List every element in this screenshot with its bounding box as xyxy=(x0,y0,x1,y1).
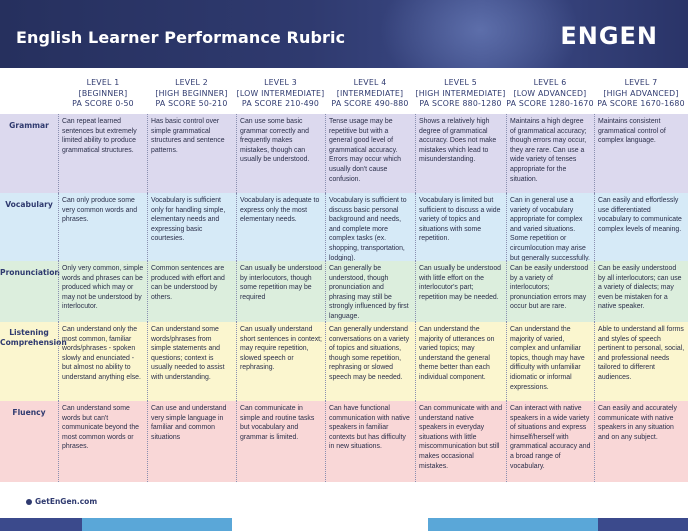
page-title: English Learner Performance Rubric xyxy=(16,28,346,47)
rubric-cell: Can understand the majority of varied, c… xyxy=(506,322,594,401)
rubric-row-pronunciation: Pronunciation Only very common, simple w… xyxy=(0,261,688,322)
rubric-cell: Able to understand all forms and styles … xyxy=(594,322,688,401)
rubric-cell: Can understand some words/phrases from s… xyxy=(147,322,236,401)
engen-logo: ENGEN xyxy=(560,22,658,50)
level-3-header: LEVEL 3 [LOW INTERMEDIATE] PA SCORE 210-… xyxy=(236,78,325,116)
level-name: LEVEL 3 xyxy=(264,78,297,87)
rubric-cell: Maintains consistent grammatical control… xyxy=(594,114,688,193)
level-tier: [HIGH ADVANCED] xyxy=(603,88,679,98)
level-tier: [BEGINNER] xyxy=(78,88,128,98)
level-score: PA SCORE 880-1280 xyxy=(419,99,502,108)
rubric-cell: Can communicate with and understand nati… xyxy=(415,401,506,482)
row-label-line: Listening xyxy=(9,328,49,337)
row-label-pronunciation: Pronunciation xyxy=(0,268,60,277)
level-name: LEVEL 7 xyxy=(624,78,658,87)
level-name: LEVEL 2 xyxy=(175,78,208,87)
rubric-row-vocabulary: Vocabulary Can only produce some very co… xyxy=(0,193,688,261)
rubric-cell: Only very common, simple words and phras… xyxy=(58,261,147,322)
level-score: PA SCORE 50-210 xyxy=(155,99,228,108)
rubric-cell: Has basic control over simple grammatica… xyxy=(147,114,236,193)
footer-stripe xyxy=(232,518,428,531)
row-label-listening: Listening Comprehension xyxy=(0,328,67,348)
website-link[interactable]: GetEnGen.com xyxy=(26,497,97,506)
rubric-cell: Can understand the majority of utterance… xyxy=(415,322,506,401)
rubric-cell: Can only produce some very common words … xyxy=(58,193,147,261)
rubric-cell: Common sentences are produced with effor… xyxy=(147,261,236,322)
level-5-header: LEVEL 5 [HIGH INTERMEDIATE] PA SCORE 880… xyxy=(415,78,506,116)
rubric-cell: Vocabulary is limited but sufficient to … xyxy=(415,193,506,261)
rubric-cell: Vocabulary is sufficient to discuss basi… xyxy=(325,193,415,261)
level-score: PA SCORE 1670-1680 xyxy=(597,99,685,108)
rubric-cell: Can communicate in simple and routine ta… xyxy=(236,401,325,482)
rubric-cell: Vocabulary is adequate to express only t… xyxy=(236,193,325,261)
level-name: LEVEL 5 xyxy=(444,78,477,87)
rubric-cell: Can be easily understood by all interloc… xyxy=(594,261,688,322)
logo-part-en: EN xyxy=(560,22,599,50)
level-score: PA SCORE 0-50 xyxy=(72,99,134,108)
rubric-row-listening: Listening Comprehension Can understand o… xyxy=(0,322,688,401)
rubric-cell: Tense usage may be repetitive but with a… xyxy=(325,114,415,193)
rubric-cell: Can generally understand conversations o… xyxy=(325,322,415,401)
level-6-header: LEVEL 6 [LOW ADVANCED] PA SCORE 1280-167… xyxy=(506,78,594,116)
rubric-cell: Can repeat learned sentences but extreme… xyxy=(58,114,147,193)
rubric-row-fluency: Fluency Can understand some words but ca… xyxy=(0,401,688,482)
row-label-vocabulary: Vocabulary xyxy=(5,200,53,209)
rubric-cell: Can usually be understood by interlocuto… xyxy=(236,261,325,322)
level-score: PA SCORE 210-490 xyxy=(241,99,320,108)
rubric-cell: Can in general use a variety of vocabula… xyxy=(506,193,594,261)
level-name: LEVEL 4 xyxy=(353,78,387,87)
rubric-cell: Shows a relatively high degree of gramma… xyxy=(415,114,506,193)
rubric-cell: Can understand only the most common, fam… xyxy=(58,322,147,401)
level-4-header: LEVEL 4 [INTERMEDIATE] PA SCORE 490-880 xyxy=(325,78,415,116)
rubric-cell: Can usually understand short sentences i… xyxy=(236,322,325,401)
level-2-header: LEVEL 2 [HIGH BEGINNER] PA SCORE 50-210 xyxy=(147,78,236,116)
rubric-cell: Can generally be understood, though pron… xyxy=(325,261,415,322)
level-tier: [LOW ADVANCED] xyxy=(513,88,587,98)
level-tier: [LOW INTERMEDIATE] xyxy=(236,88,325,98)
level-1-header: LEVEL 1 [BEGINNER] PA SCORE 0-50 xyxy=(59,78,147,116)
rubric-cell: Can easily and accurately communicate wi… xyxy=(594,401,688,482)
rubric-row-grammar: Grammar Can repeat learned sentences but… xyxy=(0,114,688,193)
level-tier: [INTERMEDIATE] xyxy=(336,88,404,98)
footer-stripe xyxy=(0,518,82,531)
level-tier: [HIGH INTERMEDIATE] xyxy=(415,88,506,98)
rubric-cell: Can understand some words but can't comm… xyxy=(58,401,147,482)
level-score: PA SCORE 490-880 xyxy=(331,99,409,108)
rubric-cell: Can use some basic grammar correctly and… xyxy=(236,114,325,193)
rubric-cell: Can be easily understood by a variety of… xyxy=(506,261,594,322)
header-banner: English Learner Performance Rubric ENGEN xyxy=(0,0,688,68)
row-label-fluency: Fluency xyxy=(12,408,46,417)
bullet-dot-icon xyxy=(26,499,32,505)
row-label-grammar: Grammar xyxy=(9,121,49,130)
footer-stripe xyxy=(82,518,232,531)
rubric-cell: Can usually be understood with little ef… xyxy=(415,261,506,322)
rubric-cell: Maintains a high degree of grammatical a… xyxy=(506,114,594,193)
level-name: LEVEL 1 xyxy=(86,78,120,87)
rubric-cell: Vocabulary is sufficient only for handli… xyxy=(147,193,236,261)
logo-part-gen: GEN xyxy=(598,22,658,50)
row-label-line: Comprehension xyxy=(0,338,67,347)
rubric-cell: Can have functional communication with n… xyxy=(325,401,415,482)
rubric-cell: Can easily and effortlessly use differen… xyxy=(594,193,688,261)
header-glow xyxy=(380,0,580,68)
rubric-cell: Can interact with native speakers in a w… xyxy=(506,401,594,482)
footer-stripe xyxy=(428,518,598,531)
level-score: PA SCORE 1280-1670 xyxy=(506,99,594,108)
level-7-header: LEVEL 7 [HIGH ADVANCED] PA SCORE 1670-16… xyxy=(594,78,688,116)
footer-stripe xyxy=(598,518,688,531)
rubric-cell: Can use and understand very simple langu… xyxy=(147,401,236,482)
level-name: LEVEL 6 xyxy=(533,78,567,87)
level-tier: [HIGH BEGINNER] xyxy=(155,88,228,98)
website-link-text: GetEnGen.com xyxy=(35,497,98,506)
